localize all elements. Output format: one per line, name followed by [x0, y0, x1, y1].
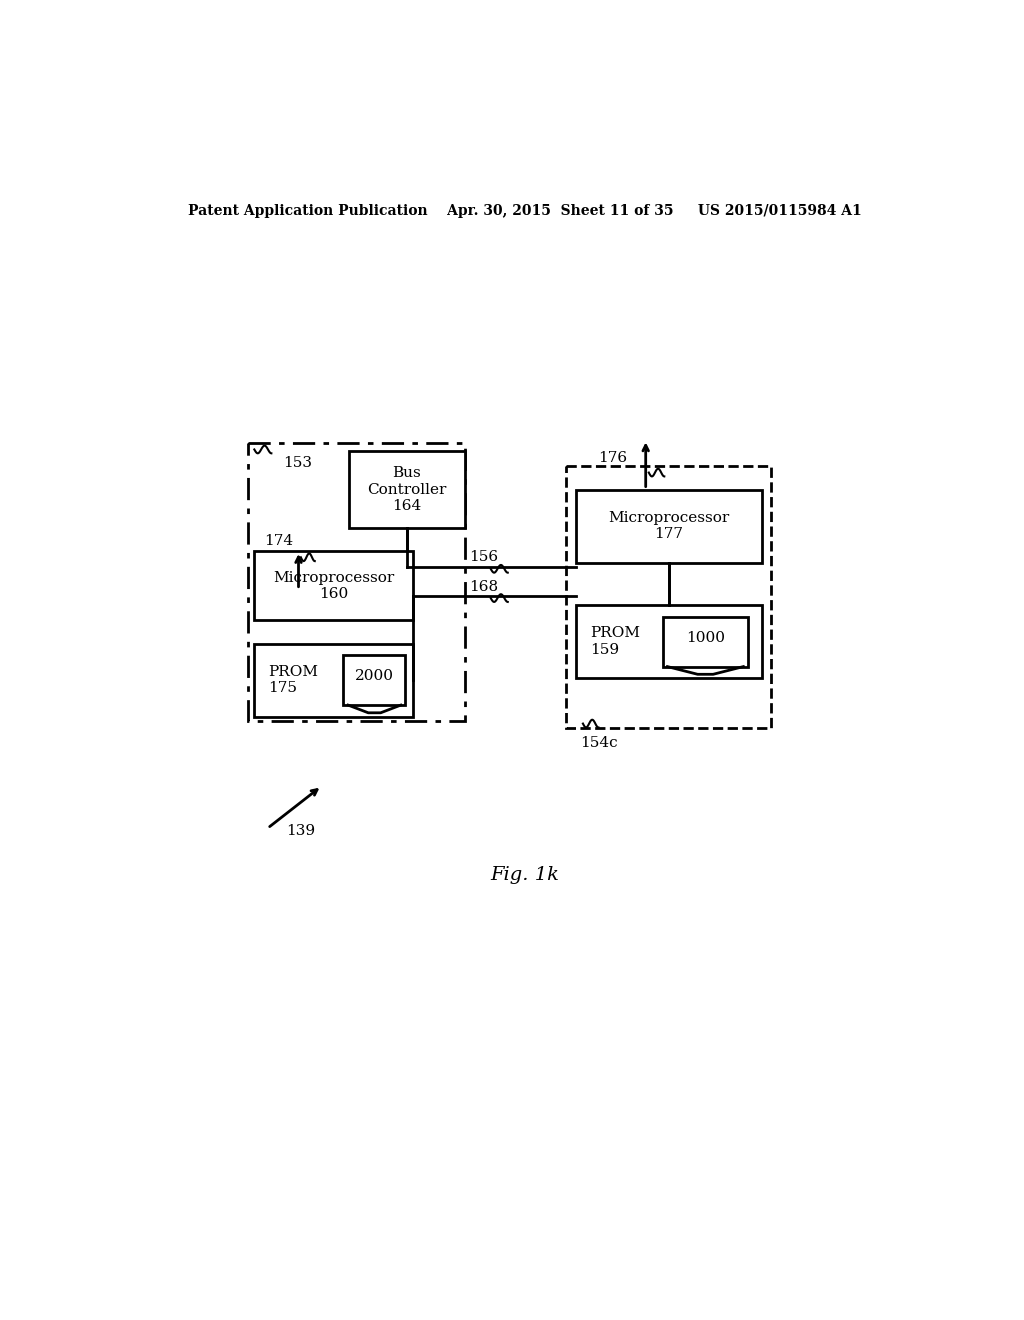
Bar — [254, 644, 414, 717]
Text: Microprocessor
160: Microprocessor 160 — [273, 570, 394, 601]
Text: Bus
Controller
164: Bus Controller 164 — [368, 466, 446, 512]
Bar — [575, 490, 762, 562]
Text: 168: 168 — [469, 581, 498, 594]
Text: Fig. 1k: Fig. 1k — [490, 866, 559, 883]
Text: 174: 174 — [263, 535, 293, 548]
Text: 176: 176 — [598, 451, 628, 465]
Bar — [663, 616, 748, 667]
Bar — [349, 451, 465, 528]
Bar — [343, 655, 406, 705]
Text: PROM
159: PROM 159 — [590, 627, 640, 656]
Text: 1000: 1000 — [686, 631, 725, 644]
Bar — [575, 605, 762, 678]
Text: Patent Application Publication    Apr. 30, 2015  Sheet 11 of 35     US 2015/0115: Patent Application Publication Apr. 30, … — [188, 203, 861, 218]
Bar — [248, 444, 465, 721]
Text: 2000: 2000 — [355, 669, 394, 684]
Bar — [254, 552, 414, 620]
Text: PROM
175: PROM 175 — [268, 665, 318, 696]
Bar — [566, 466, 771, 729]
Text: 139: 139 — [287, 825, 315, 838]
Text: 156: 156 — [469, 549, 498, 564]
Text: Microprocessor
177: Microprocessor 177 — [608, 511, 729, 541]
Text: 154c: 154c — [580, 737, 617, 750]
Text: 153: 153 — [283, 457, 312, 470]
